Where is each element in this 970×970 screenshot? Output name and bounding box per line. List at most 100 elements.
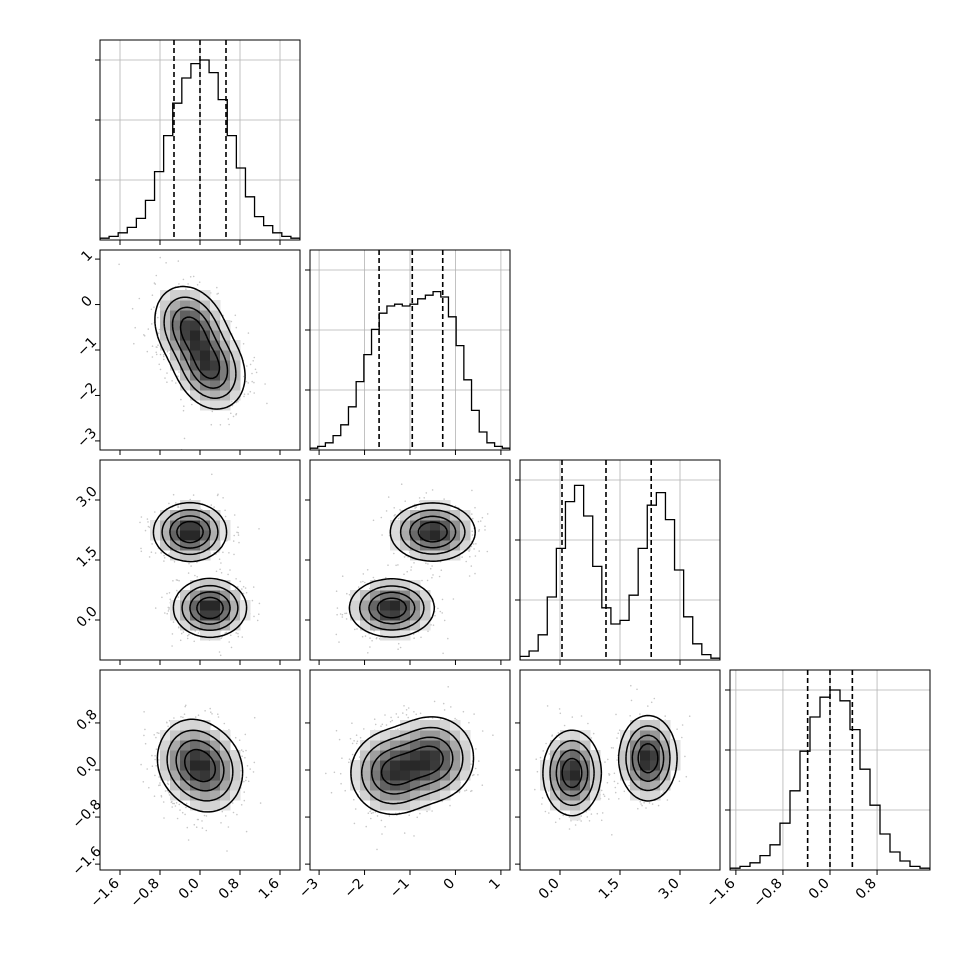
- density-cell: [570, 750, 581, 761]
- density-cell: [180, 510, 191, 521]
- contour-line: [350, 716, 475, 816]
- density-cell: [390, 630, 401, 641]
- density-cell: [390, 580, 401, 591]
- contour-line: [169, 515, 231, 625]
- density-cell: [220, 340, 231, 351]
- density-cell: [450, 720, 461, 731]
- density-cell: [430, 740, 441, 751]
- density-cell: [450, 750, 461, 761]
- density-cell: [200, 330, 211, 341]
- density-cell: [160, 740, 171, 751]
- density-cell: [410, 790, 421, 801]
- density-cell: [200, 360, 211, 371]
- density-cell: [350, 590, 361, 601]
- density-cell: [160, 340, 171, 351]
- density-cell: [170, 520, 181, 531]
- density-cell: [640, 720, 651, 731]
- density-cell: [170, 320, 181, 331]
- density-cell: [200, 590, 211, 601]
- density-cell: [180, 600, 191, 611]
- density-cell: [220, 610, 231, 621]
- density-cell: [440, 730, 451, 741]
- density-cell: [440, 500, 451, 511]
- density-cell: [620, 770, 631, 781]
- density-cell: [550, 760, 561, 771]
- contour-line: [156, 718, 244, 813]
- density-cell: [380, 750, 391, 761]
- density-cell: [430, 760, 441, 771]
- density-cell: [430, 530, 441, 541]
- density-cell: [380, 800, 391, 811]
- density-cell: [160, 530, 171, 541]
- density-cell: [420, 540, 431, 551]
- density-cell: [550, 790, 561, 801]
- density-cell: [540, 770, 551, 781]
- density-cell: [410, 590, 421, 601]
- density-cell: [210, 790, 221, 801]
- density-cell: [650, 790, 661, 801]
- density-cell: [190, 520, 201, 531]
- density-cell: [170, 360, 181, 371]
- density-cell: [400, 610, 411, 621]
- contour-line: [184, 748, 217, 783]
- panel-3-0: [95, 669, 301, 875]
- density-cell: [200, 370, 211, 381]
- density-cell: [380, 620, 391, 631]
- contour-line: [171, 306, 229, 389]
- density-cell: [170, 600, 181, 611]
- density-cell: [580, 750, 591, 761]
- density-cell: [220, 800, 231, 811]
- density-cell: [540, 760, 551, 771]
- density-cell: [380, 600, 391, 611]
- contour-line: [360, 726, 464, 805]
- density-cell: [430, 780, 441, 791]
- density-cell: [380, 610, 391, 621]
- density-cell: [590, 750, 601, 761]
- density-cell: [210, 730, 221, 741]
- density-cell: [180, 740, 191, 751]
- density-cell: [430, 730, 441, 741]
- density-cell: [190, 580, 201, 591]
- density-cell: [210, 530, 221, 541]
- density-cell: [180, 320, 191, 331]
- density-cell: [390, 620, 401, 631]
- density-cell: [220, 330, 231, 341]
- panel-3-3: [725, 669, 931, 875]
- density-cell: [210, 750, 221, 761]
- density-cell: [400, 750, 411, 761]
- density-cell: [200, 320, 211, 331]
- density-cell: [210, 600, 221, 611]
- density-cell: [190, 530, 201, 541]
- density-cell: [440, 550, 451, 561]
- density-cell: [370, 590, 381, 601]
- density-cell: [210, 340, 221, 351]
- contour-line: [179, 316, 221, 380]
- x-tick-label: 0.0: [806, 876, 833, 903]
- y-tick-label: 1.5: [74, 544, 101, 571]
- density-cell: [410, 760, 421, 771]
- density-cell: [230, 770, 241, 781]
- density-cell: [180, 360, 191, 371]
- density-cell: [220, 580, 231, 591]
- density-cell: [210, 580, 221, 591]
- density-cell: [550, 780, 561, 791]
- density-cell: [380, 740, 391, 751]
- density-cell: [220, 380, 231, 391]
- density-cell: [220, 350, 231, 361]
- density-cell: [190, 500, 201, 511]
- density-cell: [550, 750, 561, 761]
- density-cell: [430, 720, 441, 731]
- x-tick-label: 1.6: [256, 875, 283, 902]
- x-tick-label: 1.5: [596, 876, 623, 903]
- density-cell: [410, 620, 421, 631]
- density-cell: [160, 330, 171, 341]
- density-cell: [440, 790, 451, 801]
- x-tick-label: −0.8: [750, 876, 785, 911]
- histogram-step: [310, 290, 510, 450]
- density-cell: [220, 770, 231, 781]
- density-cell: [190, 310, 201, 321]
- density-cell: [370, 740, 381, 751]
- density-cell: [420, 550, 431, 561]
- density-cell: [390, 740, 401, 751]
- density-cell: [560, 780, 571, 791]
